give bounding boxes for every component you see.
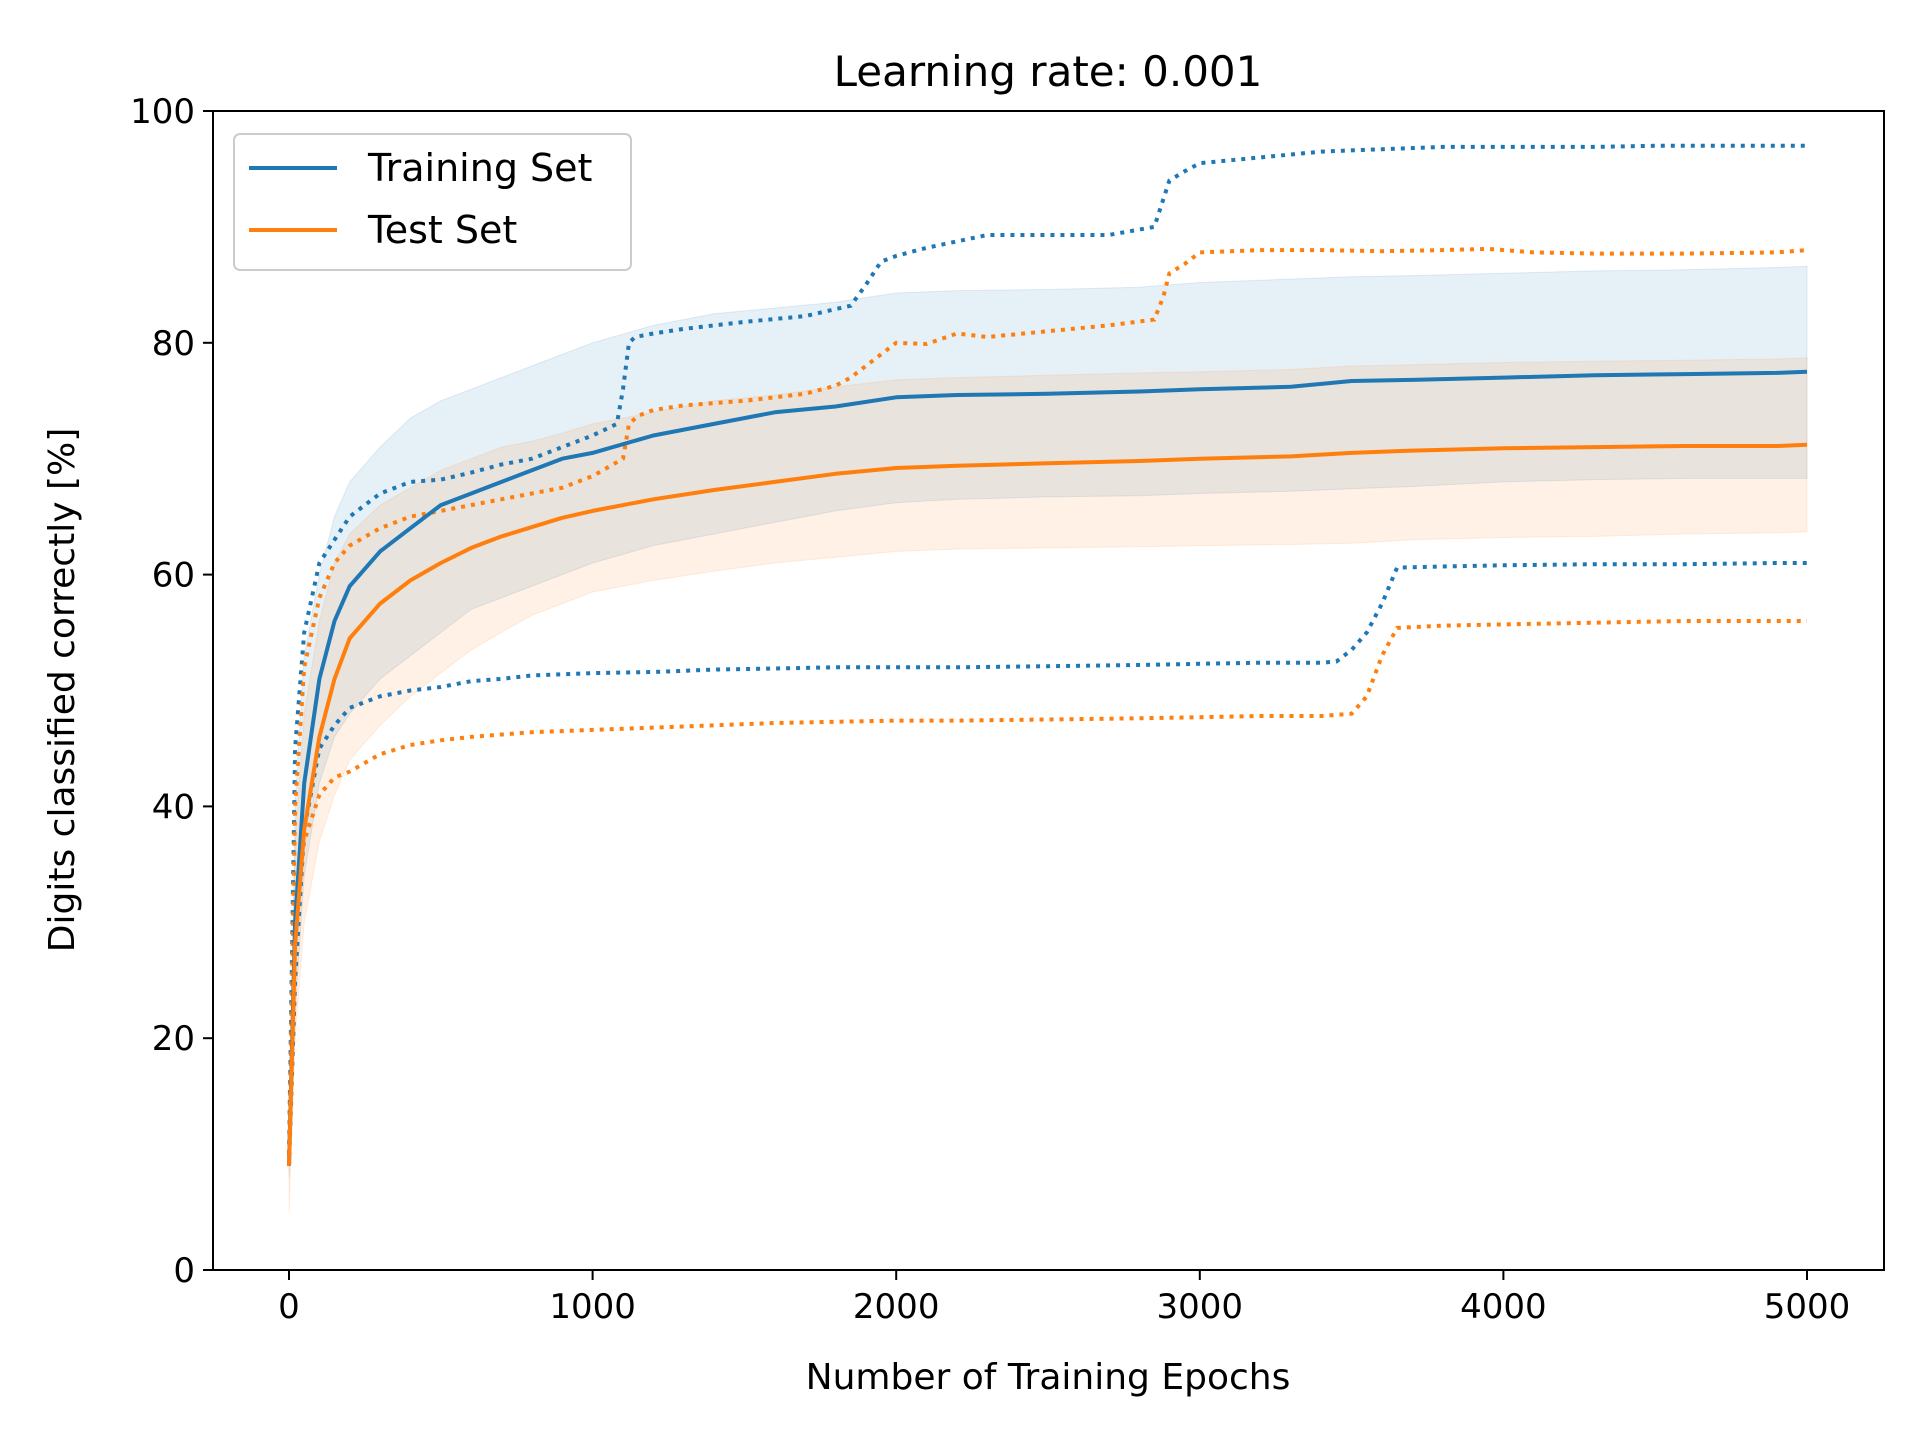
x-tick-label: 2000 [853, 1287, 940, 1327]
x-tick-label: 1000 [549, 1287, 636, 1327]
test-set-max-line [287, 246, 1808, 1166]
y-axis-ticks: 0 20 40 60 80 100 [130, 92, 213, 1291]
y-tick-label: 80 [152, 324, 195, 364]
test-set-std-band [288, 357, 1808, 1213]
x-axis-ticks: 0 1000 2000 3000 4000 5000 [278, 1270, 1850, 1327]
legend-label-test: Test Set [367, 208, 517, 252]
y-tick-label: 100 [130, 92, 195, 132]
x-tick-label: 4000 [1460, 1287, 1547, 1327]
legend-label-training: Training Set [367, 146, 592, 190]
test-set-mean-line [287, 442, 1808, 1166]
training-set-mean-line [287, 369, 1808, 1166]
training-set-max-line [287, 143, 1807, 1155]
y-tick-label: 40 [152, 787, 195, 827]
y-axis-label: Digits classified correctly [%] [42, 428, 83, 952]
x-tick-label: 3000 [1157, 1287, 1244, 1327]
chart-title: Learning rate: 0.001 [834, 47, 1263, 96]
training-set-std-band [288, 265, 1808, 1178]
y-tick-label: 0 [173, 1251, 195, 1291]
test-set-min-line [287, 619, 1807, 1166]
legend: Training Set Test Set [233, 133, 632, 271]
plot-area [287, 143, 1808, 1213]
axes-frame [212, 110, 1885, 1271]
x-tick-label: 5000 [1764, 1287, 1851, 1327]
x-axis-label: Number of Training Epochs [806, 1357, 1291, 1398]
training-set-min-line [287, 561, 1807, 1166]
x-tick-label: 0 [278, 1287, 300, 1327]
y-tick-label: 60 [152, 556, 195, 596]
y-tick-label: 20 [152, 1019, 195, 1059]
